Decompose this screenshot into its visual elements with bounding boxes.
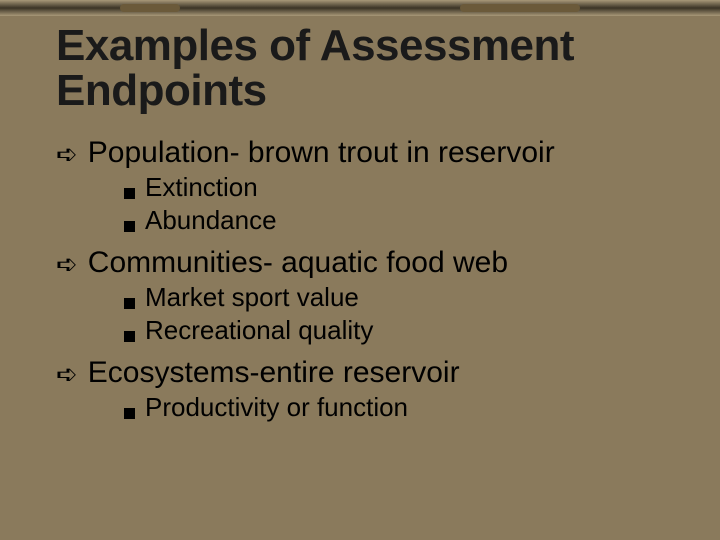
lvl2-text: Extinction (145, 172, 258, 203)
square-bullet-icon (124, 408, 135, 419)
lvl2-text: Market sport value (145, 282, 359, 313)
slide-body: Examples of Assessment Endpoints ➪ Popul… (0, 16, 720, 423)
arrow-icon: ➪ (56, 139, 78, 170)
bullet-lvl2: Market sport value (124, 282, 664, 313)
decorative-top-bar (0, 0, 720, 16)
lvl2-text: Abundance (145, 205, 277, 236)
bullet-lvl2: Productivity or function (124, 392, 664, 423)
square-bullet-icon (124, 331, 135, 342)
square-bullet-icon (124, 188, 135, 199)
bullet-lvl1: ➪ Ecosystems-entire reservoir (56, 356, 664, 390)
square-bullet-icon (124, 221, 135, 232)
lvl2-text: Recreational quality (145, 315, 373, 346)
bullet-lvl1: ➪ Communities- aquatic food web (56, 246, 664, 280)
lvl1-text: Ecosystems-entire reservoir (88, 356, 460, 390)
slide-title: Examples of Assessment Endpoints (56, 24, 664, 114)
bullet-lvl1: ➪ Population- brown trout in reservoir (56, 136, 664, 170)
lvl1-text: Communities- aquatic food web (88, 246, 508, 280)
lvl2-text: Productivity or function (145, 392, 408, 423)
bullet-lvl2: Recreational quality (124, 315, 664, 346)
bullet-lvl2: Abundance (124, 205, 664, 236)
arrow-icon: ➪ (56, 249, 78, 280)
bullet-lvl2: Extinction (124, 172, 664, 203)
lvl1-text: Population- brown trout in reservoir (88, 136, 555, 170)
arrow-icon: ➪ (56, 359, 78, 390)
square-bullet-icon (124, 298, 135, 309)
